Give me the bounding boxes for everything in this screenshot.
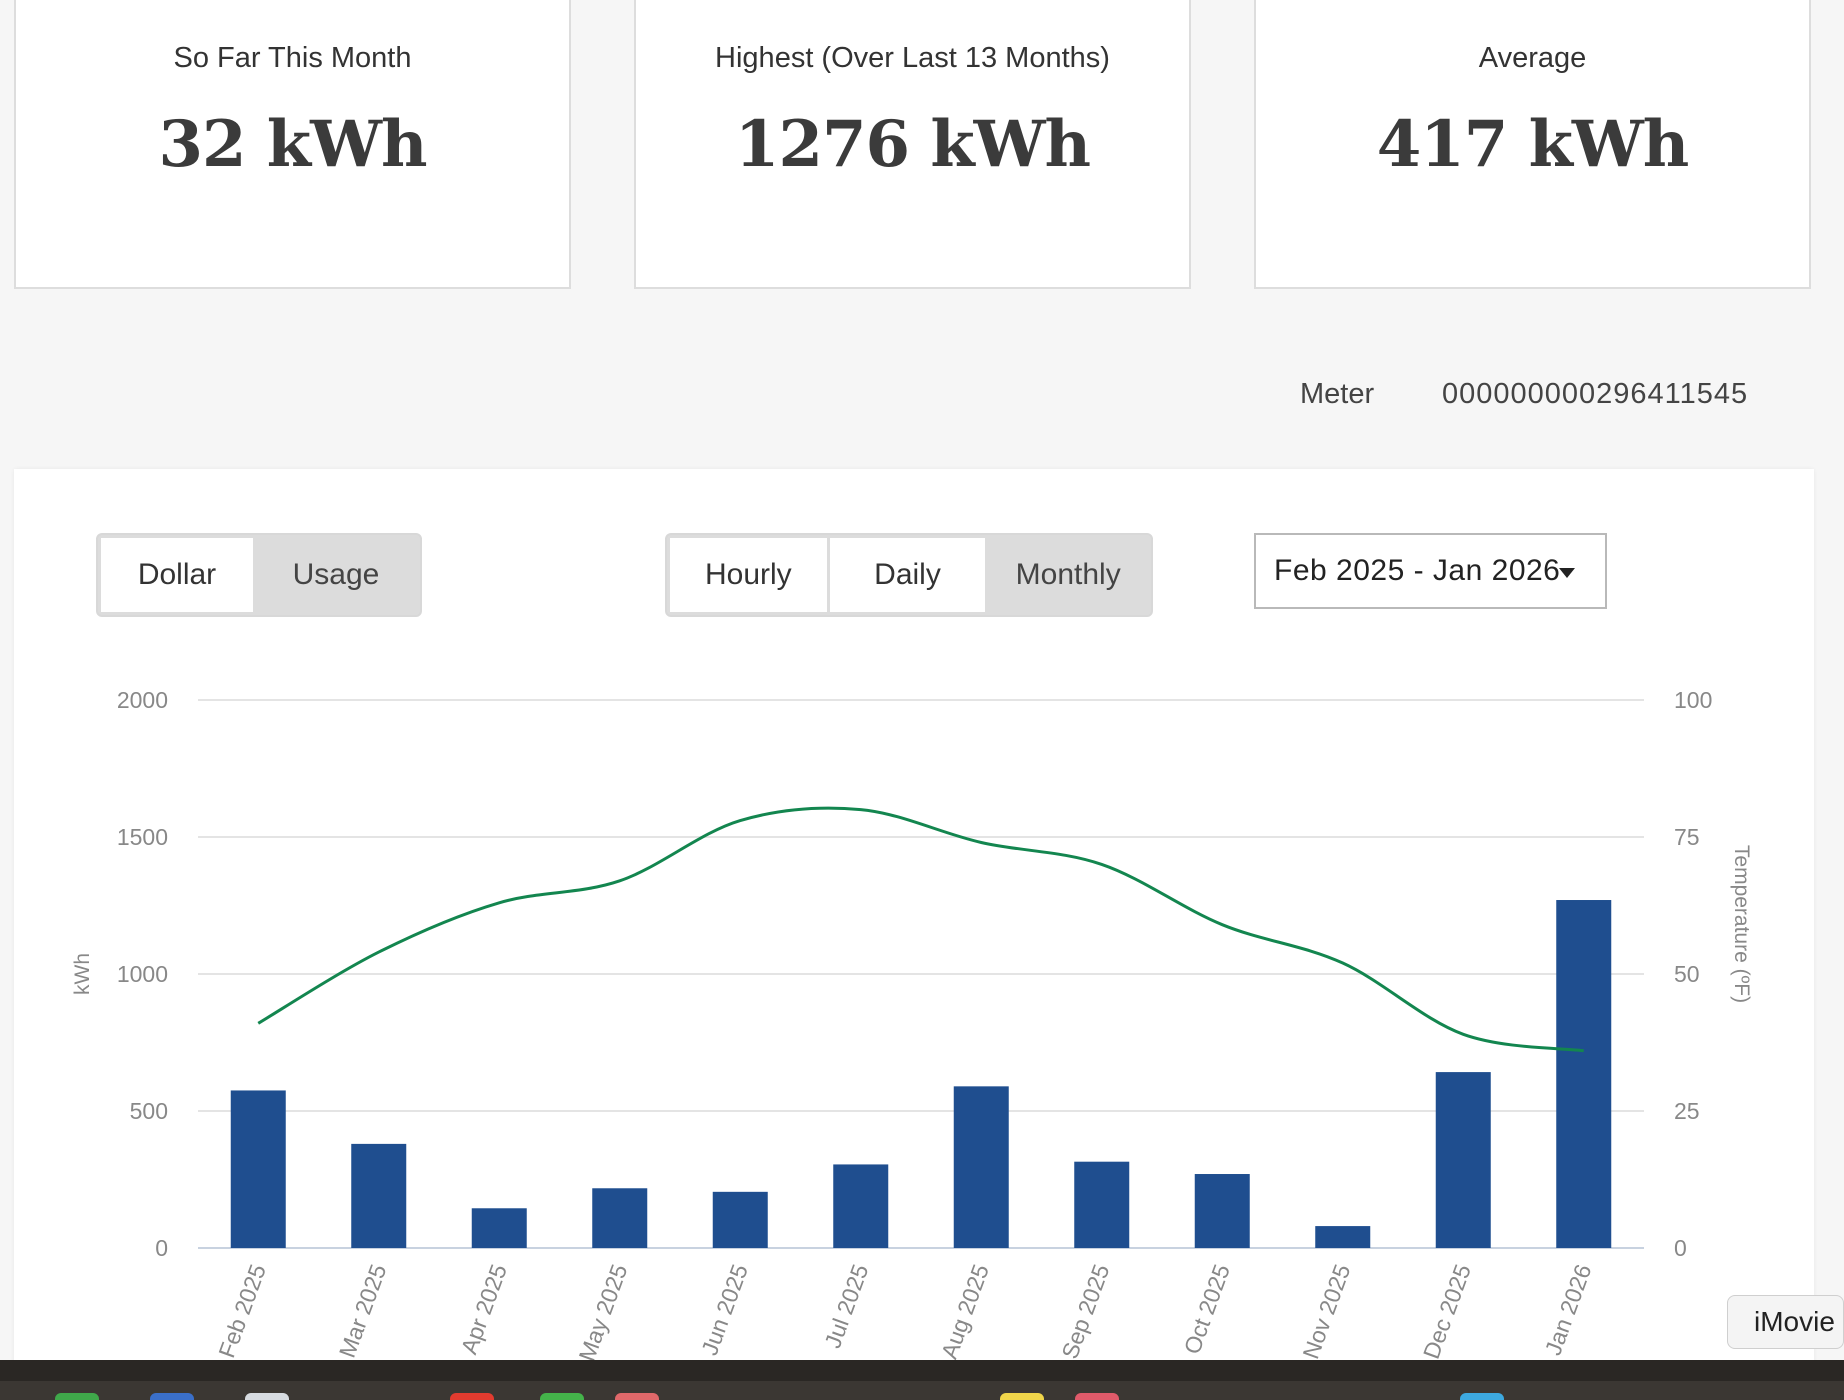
app-icon[interactable] <box>1460 1393 1504 1400</box>
temperature-line <box>257 806 1584 1053</box>
bar-jun-2025 <box>712 1191 768 1248</box>
app-icon[interactable] <box>450 1393 494 1400</box>
x-tick-label: Feb 2025 <box>213 1261 271 1360</box>
monthly-button[interactable]: Monthly <box>988 538 1148 612</box>
stat-value: 1276 kWh <box>734 107 1091 182</box>
app-icon[interactable] <box>615 1393 659 1400</box>
meter-number: 000000000296411545 <box>1442 378 1749 410</box>
bar-sep-2025 <box>1074 1161 1130 1248</box>
bar-nov-2025 <box>1315 1226 1371 1248</box>
meter-label: Meter <box>1300 378 1375 410</box>
x-tick-label: Jul 2025 <box>819 1261 873 1352</box>
y2-tick-label: 25 <box>1674 1098 1700 1124</box>
app-icon[interactable] <box>245 1393 289 1400</box>
y-tick-label: 2000 <box>117 687 168 713</box>
bar-jul-2025 <box>833 1164 889 1248</box>
bar-oct-2025 <box>1194 1174 1250 1248</box>
usage-chart: 0 500 1000 1500 2000 0 25 50 75 100 kWh Temperature… <box>71 687 1753 1360</box>
dock-tooltip: iMovie <box>1727 1295 1844 1349</box>
bar-apr-2025 <box>471 1208 527 1248</box>
app-icon[interactable] <box>1000 1393 1044 1400</box>
stat-card-highest: Highest (Over Last 13 Months) 1276 kWh <box>634 0 1191 289</box>
usage-button[interactable]: Usage <box>256 538 416 612</box>
y2-axis-title: Temperature (ºF) <box>1730 845 1753 1003</box>
y2-tick-label: 75 <box>1674 824 1700 850</box>
x-tick-label: Jun 2025 <box>696 1261 753 1359</box>
bar-may-2025 <box>592 1188 648 1248</box>
x-tick-label: Oct 2025 <box>1179 1261 1235 1358</box>
stat-card-average: Average 417 kWh <box>1254 0 1811 289</box>
y-tick-label: 0 <box>155 1235 168 1261</box>
x-tick-label: Dec 2025 <box>1418 1261 1476 1360</box>
bar-aug-2025 <box>953 1086 1009 1248</box>
units-toggle: Dollar Usage <box>96 533 422 617</box>
x-tick-label: Nov 2025 <box>1297 1261 1355 1360</box>
bar-mar-2025 <box>351 1143 407 1248</box>
stat-label: So Far This Month <box>173 42 412 74</box>
bar-jan-2026 <box>1556 900 1612 1248</box>
dollar-button[interactable]: Dollar <box>101 538 253 612</box>
date-range-select[interactable]: Feb 2025 - Jan 2026 <box>1254 533 1607 609</box>
bar-feb-2025 <box>230 1090 286 1248</box>
stat-label: Average <box>1478 42 1587 74</box>
y2-tick-label: 0 <box>1674 1235 1687 1261</box>
stat-value: 417 kWh <box>1376 107 1690 182</box>
y-tick-label: 1500 <box>117 824 168 850</box>
x-tick-label: Apr 2025 <box>456 1261 512 1358</box>
app-icon[interactable] <box>1075 1393 1119 1400</box>
x-tick-label: May 2025 <box>573 1261 632 1360</box>
stat-card-month: So Far This Month 32 kWh <box>14 0 571 289</box>
x-tick-label: Jan 2026 <box>1540 1261 1597 1359</box>
y2-tick-label: 50 <box>1674 961 1700 987</box>
chevron-down-icon <box>1559 568 1575 578</box>
hourly-button[interactable]: Hourly <box>670 538 827 612</box>
x-tick-label: Mar 2025 <box>334 1261 392 1360</box>
usage-chart-panel <box>14 469 1814 1400</box>
y-tick-label: 1000 <box>117 961 168 987</box>
app-icon[interactable] <box>150 1393 194 1400</box>
interval-toggle: Hourly Daily Monthly <box>665 533 1153 617</box>
date-range-value: Feb 2025 - Jan 2026 <box>1274 554 1561 587</box>
x-tick-label: Aug 2025 <box>936 1261 994 1360</box>
stat-value: 32 kWh <box>158 107 427 182</box>
app-icon[interactable] <box>540 1393 584 1400</box>
x-tick-label: Sep 2025 <box>1056 1261 1114 1360</box>
y-tick-label: 500 <box>130 1098 168 1124</box>
y-axis-title: kWh <box>71 953 94 995</box>
daily-button[interactable]: Daily <box>829 538 986 612</box>
stat-label: Highest (Over Last 13 Months) <box>715 42 1110 74</box>
bar-dec-2025 <box>1435 1072 1491 1248</box>
y2-tick-label: 100 <box>1674 687 1712 713</box>
app-icon[interactable] <box>55 1393 99 1400</box>
